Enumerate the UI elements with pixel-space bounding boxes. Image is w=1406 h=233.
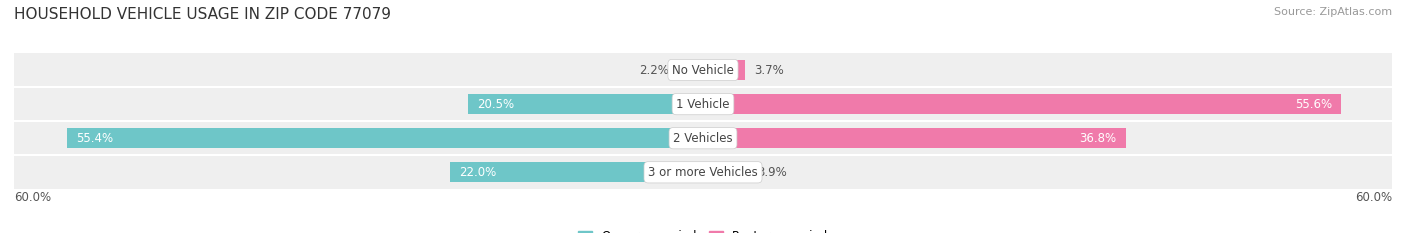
Text: 22.0%: 22.0% bbox=[460, 166, 496, 179]
Text: HOUSEHOLD VEHICLE USAGE IN ZIP CODE 77079: HOUSEHOLD VEHICLE USAGE IN ZIP CODE 7707… bbox=[14, 7, 391, 22]
Bar bbox=[703, 60, 745, 80]
Bar bbox=[14, 121, 1392, 155]
Text: Source: ZipAtlas.com: Source: ZipAtlas.com bbox=[1274, 7, 1392, 17]
Bar bbox=[703, 94, 1341, 114]
Text: 36.8%: 36.8% bbox=[1080, 132, 1116, 145]
Bar bbox=[14, 87, 1392, 121]
Bar bbox=[450, 162, 703, 182]
Text: 20.5%: 20.5% bbox=[477, 98, 515, 111]
Text: 2.2%: 2.2% bbox=[638, 64, 669, 76]
Bar bbox=[14, 155, 1392, 189]
Text: 1 Vehicle: 1 Vehicle bbox=[676, 98, 730, 111]
Text: 55.6%: 55.6% bbox=[1295, 98, 1333, 111]
Text: 3 or more Vehicles: 3 or more Vehicles bbox=[648, 166, 758, 179]
Legend: Owner-occupied, Renter-occupied: Owner-occupied, Renter-occupied bbox=[572, 226, 834, 233]
Text: 60.0%: 60.0% bbox=[14, 191, 51, 204]
Text: 55.4%: 55.4% bbox=[76, 132, 114, 145]
Bar bbox=[14, 53, 1392, 87]
Bar bbox=[678, 60, 703, 80]
Bar bbox=[468, 94, 703, 114]
Text: 3.9%: 3.9% bbox=[756, 166, 787, 179]
Bar bbox=[703, 162, 748, 182]
Text: 60.0%: 60.0% bbox=[1355, 191, 1392, 204]
Text: 2 Vehicles: 2 Vehicles bbox=[673, 132, 733, 145]
Text: No Vehicle: No Vehicle bbox=[672, 64, 734, 76]
Bar bbox=[703, 128, 1126, 148]
Text: 3.7%: 3.7% bbox=[755, 64, 785, 76]
Bar bbox=[67, 128, 703, 148]
